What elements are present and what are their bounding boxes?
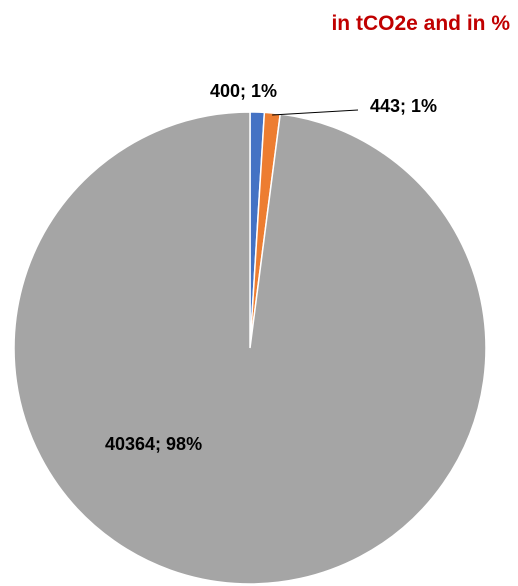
data-label-1: 400; 1% <box>210 81 277 101</box>
chart-title: in tCO2e and in % <box>331 12 510 35</box>
pie-labels: 400; 1% 443; 1% 40364; 98% <box>105 81 437 454</box>
pie-slices <box>13 111 487 585</box>
data-label-2: 443; 1% <box>370 96 437 116</box>
data-label-3: 40364; 98% <box>105 434 202 454</box>
slice-3 <box>13 111 487 585</box>
leader-line-slice-2 <box>272 109 359 116</box>
